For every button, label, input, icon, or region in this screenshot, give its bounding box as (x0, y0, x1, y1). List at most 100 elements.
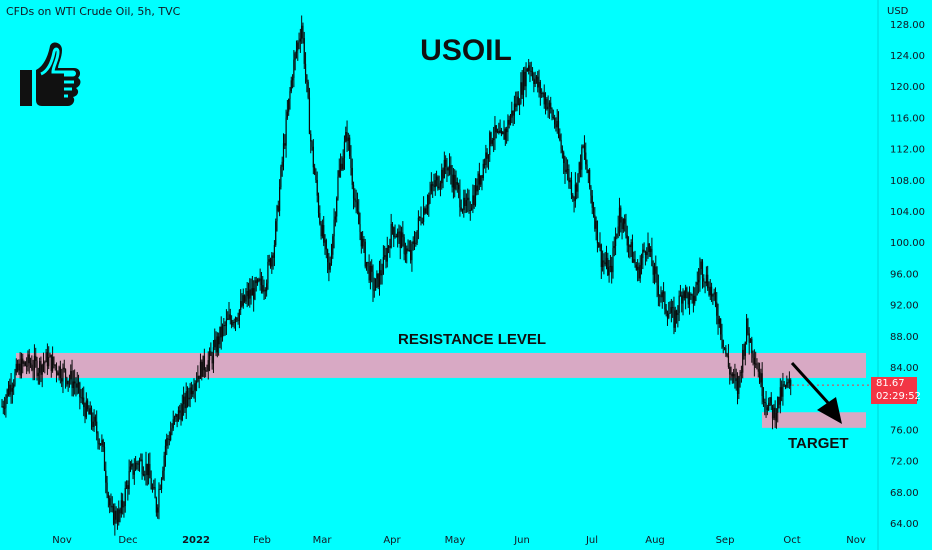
candle-body (162, 470, 164, 479)
last-price-value: 81.67 (876, 378, 905, 389)
candle-body (582, 145, 584, 147)
candle-body (634, 259, 636, 265)
candle-body (301, 25, 303, 39)
candle-body (26, 365, 28, 367)
candle-body (516, 96, 518, 107)
candle-body (190, 387, 192, 395)
candle-body (659, 295, 661, 297)
candle-body (736, 381, 739, 394)
candle-body (566, 169, 569, 171)
candle-body (494, 125, 496, 139)
candle-body (696, 282, 698, 285)
candle-body (424, 208, 426, 214)
candle-body (644, 251, 647, 255)
candle-body (203, 355, 205, 371)
candle-body (611, 265, 613, 273)
candle-body (284, 143, 286, 146)
candle-body (221, 326, 224, 338)
candle-body (302, 25, 304, 39)
candle-body (748, 333, 750, 343)
candle-body (164, 445, 167, 456)
candle-body (10, 384, 12, 392)
candle-body (219, 326, 221, 345)
candle-body (415, 242, 417, 244)
candle-body (332, 236, 334, 255)
candle-body (365, 262, 368, 267)
candle-body (276, 205, 278, 222)
candle-body (29, 363, 32, 365)
candle-body (64, 369, 67, 378)
candle-body (485, 152, 487, 165)
candle-body (98, 443, 100, 445)
candle-body (176, 414, 178, 422)
candle-body (739, 371, 741, 377)
candle-body (202, 355, 204, 377)
candle-body (212, 347, 215, 364)
candle-body (297, 42, 299, 51)
candle-body (605, 257, 608, 265)
x-tick-label: Apr (383, 535, 401, 546)
candle-body (234, 317, 237, 323)
candle-body (556, 120, 558, 128)
candle-body (685, 287, 687, 299)
candle-body (62, 367, 64, 382)
candle-body (716, 302, 718, 316)
candle-body (291, 77, 294, 81)
candle-body (111, 506, 113, 508)
candle-body (604, 262, 606, 265)
candle-body (241, 301, 243, 306)
candle-body (515, 103, 517, 107)
candle-body (263, 289, 265, 292)
arrow-shaft (790, 361, 832, 407)
candle-body (673, 308, 675, 328)
x-tick-label: May (445, 535, 466, 546)
candle-body (49, 354, 51, 358)
candle-body (229, 314, 231, 320)
candle-body (735, 378, 737, 382)
candle-body (363, 238, 365, 242)
candle-body (450, 165, 452, 175)
candle-body (160, 478, 163, 489)
candle-body (771, 405, 774, 419)
candle-body (349, 137, 351, 157)
candle-body (694, 295, 696, 304)
candle-body (311, 141, 313, 147)
candle-body (410, 250, 412, 261)
candle-body (650, 248, 652, 252)
candle-body (664, 292, 666, 310)
candle-body (57, 372, 59, 376)
candle-body (525, 68, 527, 87)
candle-body (633, 259, 635, 263)
candle-body (758, 371, 761, 383)
candle-body (585, 152, 587, 165)
candle-body (411, 243, 413, 261)
candle-body (5, 397, 7, 408)
candle-body (614, 237, 617, 246)
candle-body (618, 207, 621, 227)
candle-body (271, 255, 273, 267)
y-tick-label: 112.00 (890, 145, 925, 156)
candle-body (520, 82, 522, 104)
candle-body (775, 412, 778, 421)
last-price-tag: 81.67 02:29:52 (871, 377, 921, 404)
candle-body (262, 285, 264, 292)
candle-body (20, 358, 23, 376)
candle-body (15, 363, 17, 373)
candle-body (225, 319, 228, 326)
candle-body (144, 474, 146, 476)
candle-body (218, 336, 220, 345)
candle-body (13, 384, 15, 389)
candle-body (508, 119, 510, 125)
candle-body (657, 285, 659, 296)
candle-body (406, 248, 408, 254)
candle-body (745, 318, 748, 342)
candle-body (586, 164, 588, 173)
candle-body (232, 322, 234, 326)
candle-body (756, 363, 758, 370)
y-tick-label: 128.00 (890, 20, 925, 31)
candle-body (146, 463, 148, 476)
candle-body (33, 355, 36, 370)
candle-body (369, 265, 372, 281)
candle-body (607, 257, 609, 276)
candle-body (402, 232, 404, 238)
